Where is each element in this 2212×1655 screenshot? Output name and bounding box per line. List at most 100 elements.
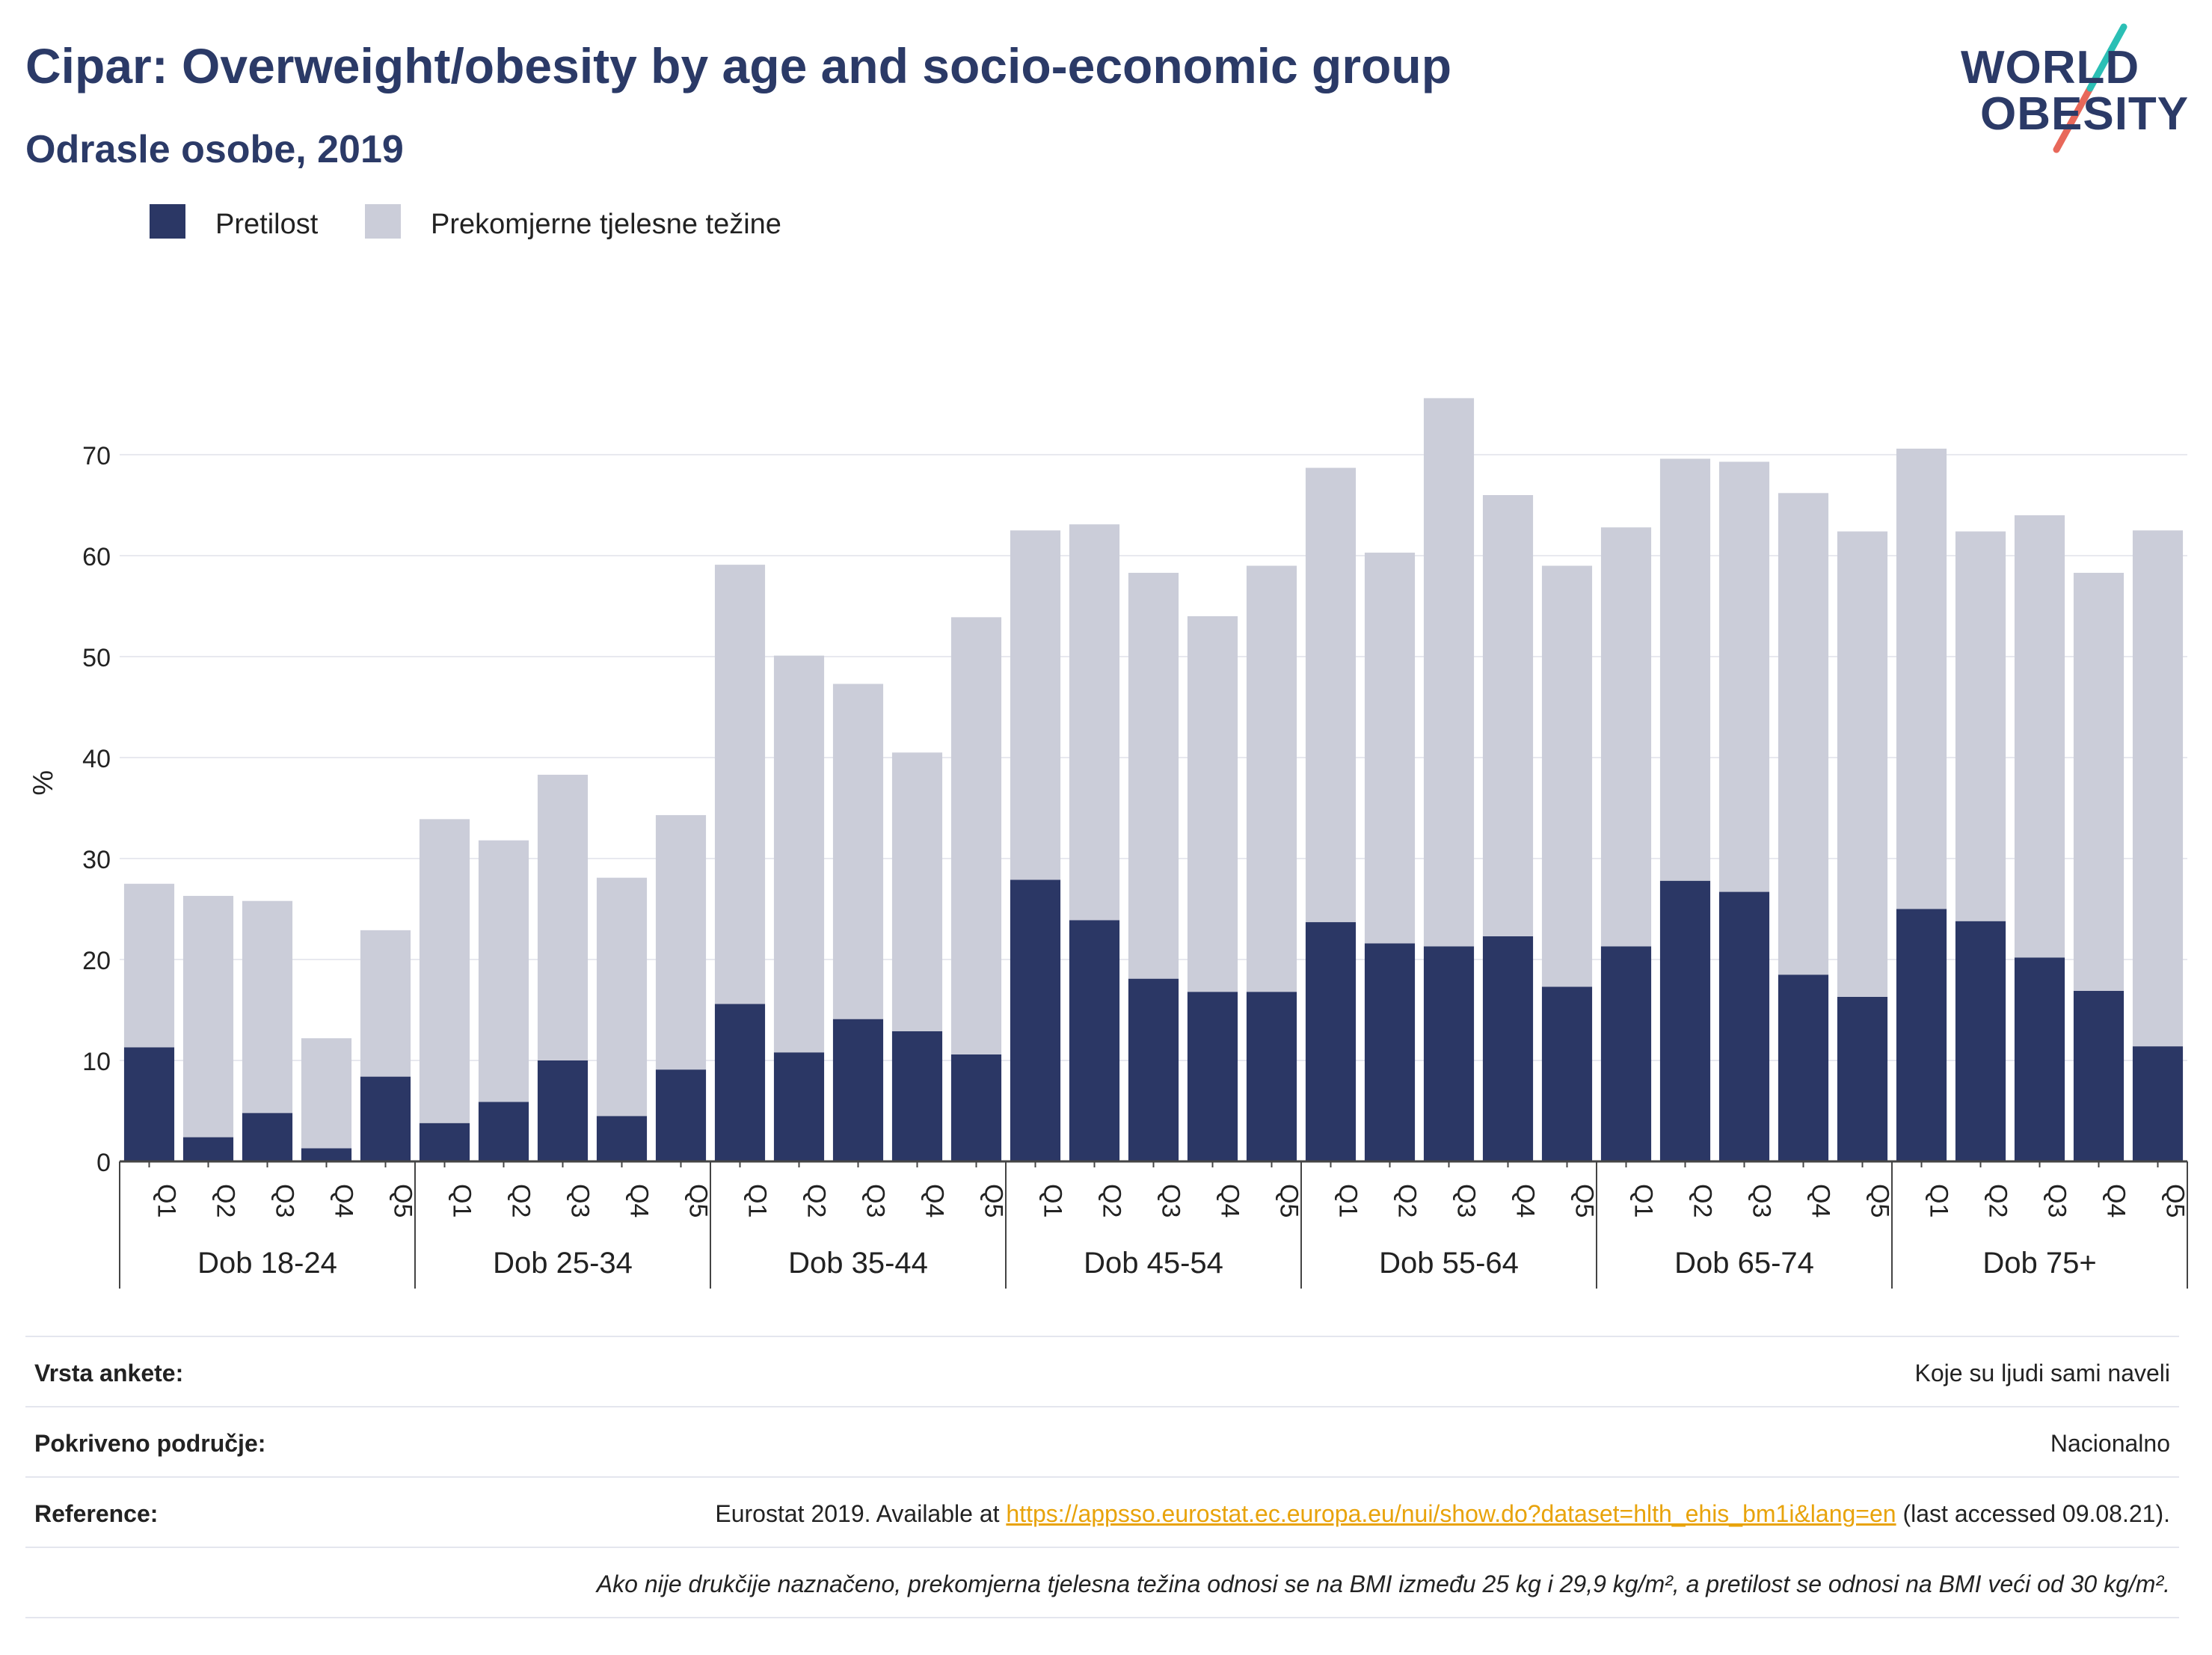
x-quintile-label: Q3	[1452, 1184, 1481, 1218]
bar-overweight	[1423, 398, 1475, 947]
x-quintile-label: Q4	[330, 1184, 358, 1218]
x-quintile-label: Q3	[1748, 1184, 1776, 1218]
logo-slash-icon	[2053, 23, 2127, 153]
x-quintile-label: Q1	[1334, 1184, 1362, 1218]
x-quintile-label: Q4	[1807, 1184, 1835, 1218]
bar-overweight	[655, 814, 707, 1070]
bar-obesity	[655, 1069, 707, 1161]
coverage-label: Pokriveno područje:	[34, 1430, 266, 1457]
bar-overweight	[1778, 493, 1829, 975]
y-tick-label: 60	[82, 543, 111, 571]
bar-overweight	[2073, 572, 2125, 991]
bar-overweight	[950, 617, 1002, 1054]
bar-obesity	[478, 1102, 529, 1161]
bar-overweight	[1541, 565, 1593, 987]
x-quintile-label: Q4	[2102, 1184, 2130, 1218]
bar-obesity	[1778, 974, 1829, 1161]
bar-overweight	[2014, 515, 2065, 958]
y-tick-label: 40	[82, 745, 111, 773]
bar-obesity	[2073, 990, 2125, 1161]
x-quintile-label: Q3	[861, 1184, 890, 1218]
logo-text-line1: WORLD	[1961, 42, 2140, 93]
bar-overweight	[360, 930, 411, 1077]
x-quintile-label: Q5	[1866, 1184, 1894, 1218]
bar-obesity	[773, 1052, 825, 1161]
x-group-label: Dob 65-74	[1674, 1247, 1814, 1280]
bar-overweight	[419, 819, 470, 1123]
bar-overweight	[1600, 527, 1652, 947]
bar-obesity	[891, 1031, 943, 1161]
x-quintile-label: Q5	[1275, 1184, 1303, 1218]
y-tick-label: 0	[96, 1149, 111, 1177]
x-quintile-label: Q1	[153, 1184, 181, 1218]
info-table: Vrsta ankete: Koje su ljudi sami naveli …	[25, 1336, 2179, 1618]
bar-overweight	[478, 840, 529, 1102]
coverage-value: Nacionalno	[2050, 1430, 2170, 1457]
x-quintile-label: Q4	[1511, 1184, 1540, 1218]
bar-obesity	[1364, 943, 1416, 1161]
bar-obesity	[1541, 986, 1593, 1161]
bar-overweight	[773, 655, 825, 1053]
bar-obesity	[1896, 909, 1947, 1161]
x-quintile-label: Q3	[566, 1184, 595, 1218]
bar-overweight	[123, 883, 175, 1048]
x-quintile-label: Q2	[507, 1184, 535, 1218]
bar-overweight	[832, 684, 884, 1019]
x-group-label: Dob 75+	[1982, 1247, 2096, 1280]
chart-subtitle: Odrasle osobe, 2019	[25, 128, 404, 171]
definition-note: Ako nije drukčije naznačeno, prekomjerna…	[596, 1570, 2170, 1597]
bar-overweight	[596, 877, 648, 1117]
bar-obesity	[1069, 920, 1120, 1161]
survey-type-value: Koje su ljudi sami naveli	[1914, 1360, 2171, 1387]
bar-overweight	[242, 900, 293, 1114]
legend-swatch-overweight	[365, 204, 401, 239]
x-group-label: Dob 35-44	[788, 1247, 928, 1280]
bar-obesity	[301, 1148, 352, 1161]
chart-title: Cipar: Overweight/obesity by age and soc…	[25, 38, 1452, 93]
legend-label-obesity: Pretilost	[215, 209, 319, 240]
x-quintile-label: Q1	[1039, 1184, 1067, 1218]
x-quintile-label: Q1	[1629, 1184, 1658, 1218]
bar-overweight	[1718, 461, 1770, 892]
bar-overweight	[301, 1038, 352, 1149]
x-quintile-label: Q4	[625, 1184, 654, 1218]
bar-overweight	[1069, 524, 1120, 921]
bar-obesity	[1010, 879, 1061, 1161]
y-tick-label: 70	[82, 442, 111, 470]
bar-overweight	[1837, 531, 1888, 997]
y-axis-label: %	[28, 770, 59, 796]
x-group-label: Dob 25-34	[493, 1247, 633, 1280]
bar-obesity	[1600, 946, 1652, 1161]
bar-obesity	[1718, 891, 1770, 1161]
bar-obesity	[360, 1076, 411, 1161]
x-quintile-label: Q2	[1984, 1184, 2012, 1218]
x-quintile-label: Q2	[1393, 1184, 1422, 1218]
x-quintile-label: Q2	[1689, 1184, 1717, 1218]
bar-obesity	[123, 1047, 175, 1161]
x-group-label: Dob 18-24	[197, 1247, 337, 1280]
x-quintile-label: Q5	[389, 1184, 417, 1218]
bar-obesity	[950, 1054, 1002, 1161]
bar-obesity	[1305, 922, 1357, 1161]
x-quintile-label: Q3	[2043, 1184, 2071, 1218]
x-quintile-label: Q1	[1925, 1184, 1953, 1218]
bar-obesity	[1246, 992, 1297, 1161]
x-group-label: Dob 45-54	[1084, 1247, 1223, 1280]
bar-overweight	[1246, 565, 1297, 992]
bar-overweight	[1896, 448, 1947, 909]
bar-obesity	[832, 1019, 884, 1161]
bar-overweight	[714, 565, 766, 1004]
stacked-bar-chart: 0 10 20 30 40 50 60 70% Q1 Q2 Q3 Q4 Q5 Q1 Q2 Q3 Q4 Q5 Q1 Q2…	[28, 204, 2190, 1289]
x-quintile-label: Q5	[2161, 1184, 2190, 1218]
bar-overweight	[1364, 552, 1416, 944]
bar-obesity	[714, 1004, 766, 1161]
bar-obesity	[242, 1113, 293, 1161]
legend-label-overweight: Prekomjerne tjelesne težine	[431, 209, 781, 240]
reference-link[interactable]: https://appsso.eurostat.ec.europa.eu/nui…	[1006, 1500, 1896, 1527]
bar-overweight	[1305, 467, 1357, 923]
bar-overweight	[2132, 530, 2184, 1047]
bar-obesity	[1837, 996, 1888, 1161]
x-quintile-label: Q4	[921, 1184, 949, 1218]
bar-overweight	[537, 774, 589, 1060]
reference-prefix: Eurostat 2019. Available at	[715, 1500, 1007, 1527]
